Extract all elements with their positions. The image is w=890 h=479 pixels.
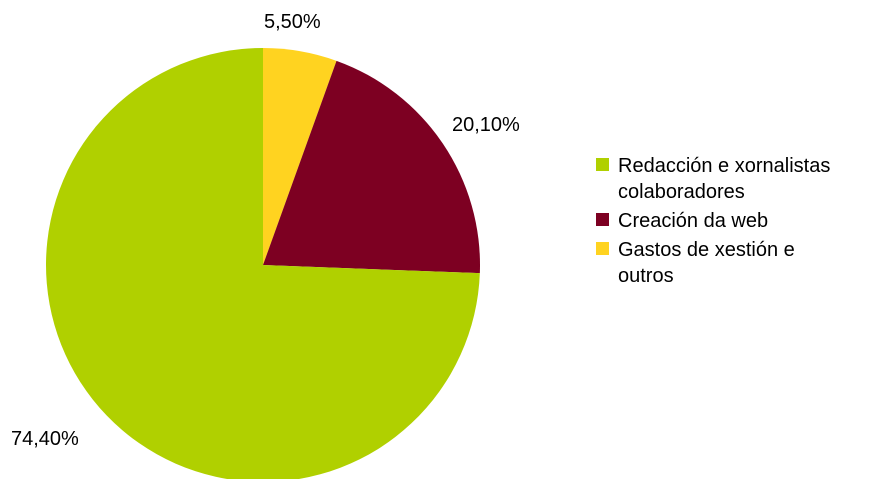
legend-label-creacion: Creación da web — [618, 210, 769, 232]
legend-swatch-creacion — [596, 213, 609, 226]
legend-swatch-redaccion — [596, 158, 609, 171]
slice-gastos — [263, 48, 337, 265]
data-label-gastos: 5,50% — [264, 11, 321, 33]
data-label-creacion: 20,10% — [452, 114, 520, 136]
legend: Redacción e xornalistas colaboradores Cr… — [596, 153, 890, 292]
legend-item-redaccion: Redacción e xornalistas colaboradores — [596, 153, 890, 205]
legend-item-gastos: Gastos de xestión e outros — [596, 237, 890, 289]
legend-swatch-gastos — [596, 242, 609, 255]
slice-redaccion — [46, 48, 480, 479]
legend-label-gastos: Gastos de xestión e outros — [618, 239, 795, 287]
slice-creacion — [263, 60, 481, 274]
legend-label-redaccion: Redacción e xornalistas colaboradores — [618, 155, 831, 203]
data-label-redaccion: 74,40% — [11, 428, 79, 450]
legend-item-creacion: Creación da web — [596, 208, 890, 234]
